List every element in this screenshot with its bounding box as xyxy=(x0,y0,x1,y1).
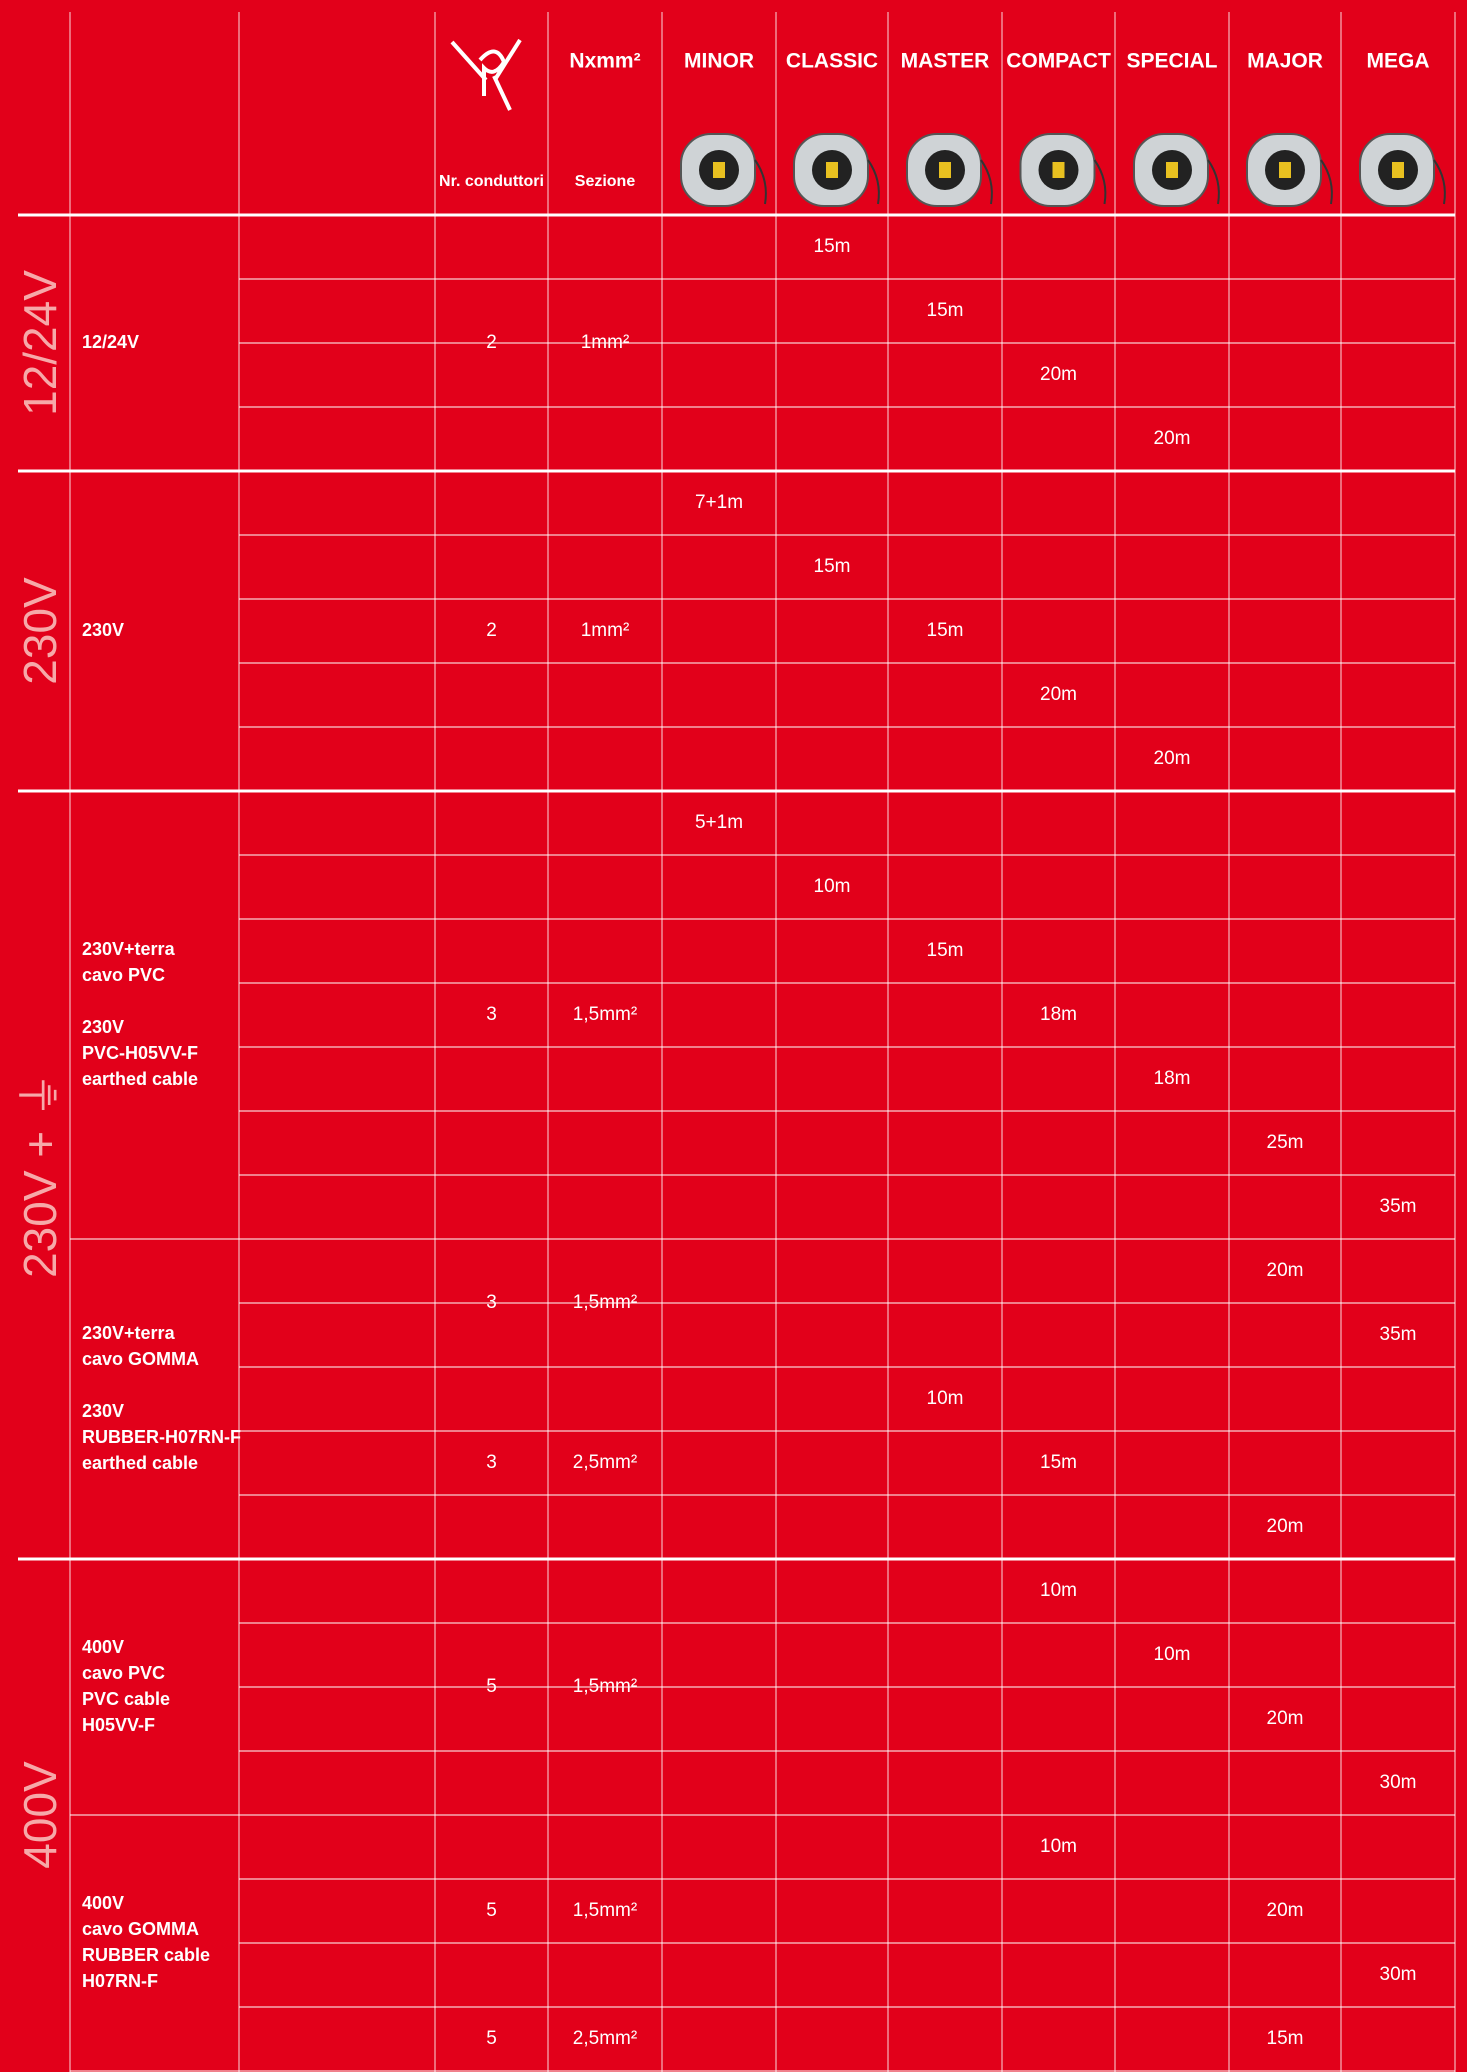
conductors-label: Nr. conduttori xyxy=(439,173,544,190)
reel-label xyxy=(826,162,838,178)
conductors-cell: 5 xyxy=(486,2028,497,2049)
voltage-label: 12/24V xyxy=(14,270,66,416)
description-line: 230V+terra xyxy=(82,1323,176,1343)
page: Nxmm² Nr. conduttori Sezione MINOR CLASSIC MA… xyxy=(0,0,1467,2072)
table: Nxmm² Nr. conduttori Sezione MINOR CLASSIC MA… xyxy=(0,0,1467,2072)
reel-label xyxy=(713,162,725,178)
length-cell: 20m xyxy=(1267,1516,1304,1537)
description-line: H07RN-F xyxy=(82,1971,158,1991)
description-line: 12/24V xyxy=(82,332,139,352)
model-name: MASTER xyxy=(901,50,990,73)
background xyxy=(0,0,1467,2072)
model-name: CLASSIC xyxy=(786,50,878,73)
length-cell: 10m xyxy=(1040,1580,1077,1601)
description-line: earthed cable xyxy=(82,1453,198,1473)
model-name: SPECIAL xyxy=(1126,50,1217,73)
length-cell: 10m xyxy=(1154,1644,1191,1665)
length-cell: 10m xyxy=(814,876,851,897)
length-cell: 20m xyxy=(1154,748,1191,769)
length-cell: 20m xyxy=(1267,1260,1304,1281)
conductors-cell: 2 xyxy=(486,332,497,353)
description-line: PVC cable xyxy=(82,1689,170,1709)
length-cell: 20m xyxy=(1040,364,1077,385)
length-cell: 15m xyxy=(1267,2028,1304,2049)
section-cell: 2,5mm² xyxy=(573,2028,637,2049)
reel-label xyxy=(1279,162,1291,178)
length-cell: 20m xyxy=(1267,1708,1304,1729)
conductors-cell: 5 xyxy=(486,1900,497,1921)
description-line: 400V xyxy=(82,1893,124,1913)
length-cell: 5+1m xyxy=(695,812,743,833)
length-cell: 15m xyxy=(1040,1452,1077,1473)
section-cell: 1mm² xyxy=(581,620,630,641)
length-cell: 30m xyxy=(1380,1772,1417,1793)
length-cell: 35m xyxy=(1380,1324,1417,1345)
description-line: cavo PVC xyxy=(82,965,165,985)
description-line: cavo PVC xyxy=(82,1663,165,1683)
section-cell: 1,5mm² xyxy=(573,1900,637,1921)
model-name: MINOR xyxy=(684,50,754,73)
model-name: MAJOR xyxy=(1247,50,1323,73)
length-cell: 10m xyxy=(1040,1836,1077,1857)
conductors-cell: 2 xyxy=(486,620,497,641)
length-cell: 15m xyxy=(927,940,964,961)
description-line: cavo GOMMA xyxy=(82,1919,199,1939)
length-cell: 35m xyxy=(1380,1196,1417,1217)
conductors-cell: 3 xyxy=(486,1292,497,1313)
section-label: Sezione xyxy=(575,173,636,190)
length-cell: 15m xyxy=(927,300,964,321)
description-line: RUBBER-H07RN-F xyxy=(82,1427,241,1447)
length-cell: 20m xyxy=(1040,684,1077,705)
length-cell: 15m xyxy=(927,620,964,641)
voltage-label: 230V xyxy=(14,577,66,685)
conductors-cell: 3 xyxy=(486,1004,497,1025)
description-line: 230V xyxy=(82,620,124,640)
section-cell: 1,5mm² xyxy=(573,1676,637,1697)
section-cell: 1mm² xyxy=(581,332,630,353)
reel-label xyxy=(1166,162,1178,178)
description-line: cavo GOMMA xyxy=(82,1349,199,1369)
reel-label xyxy=(939,162,951,178)
length-cell: 15m xyxy=(814,556,851,577)
description-line: earthed cable xyxy=(82,1069,198,1089)
description-line: PVC-H05VV-F xyxy=(82,1043,198,1063)
length-cell: 7+1m xyxy=(695,492,743,513)
description-line: H05VV-F xyxy=(82,1715,155,1735)
length-cell: 30m xyxy=(1380,1964,1417,1985)
model-name: MEGA xyxy=(1367,50,1430,73)
length-cell: 18m xyxy=(1040,1004,1077,1025)
length-cell: 20m xyxy=(1154,428,1191,449)
description-line: RUBBER cable xyxy=(82,1945,210,1965)
section-cell: 1,5mm² xyxy=(573,1004,637,1025)
model-name: COMPACT xyxy=(1006,50,1111,73)
reel-label xyxy=(1053,162,1065,178)
conductors-cell: 5 xyxy=(486,1676,497,1697)
description-line: 230V+terra xyxy=(82,939,176,959)
description-line: 230V xyxy=(82,1401,124,1421)
description-line: 400V xyxy=(82,1637,124,1657)
voltage-label: 230V + ⏚ xyxy=(14,1072,66,1278)
length-cell: 10m xyxy=(927,1388,964,1409)
length-cell: 18m xyxy=(1154,1068,1191,1089)
reel-label xyxy=(1392,162,1404,178)
length-cell: 20m xyxy=(1267,1900,1304,1921)
conductors-cell: 3 xyxy=(486,1452,497,1473)
section-cell: 2,5mm² xyxy=(573,1452,637,1473)
length-cell: 15m xyxy=(814,236,851,257)
section-cell: 1,5mm² xyxy=(573,1292,637,1313)
length-cell: 25m xyxy=(1267,1132,1304,1153)
symbol-label: Nxmm² xyxy=(569,50,640,73)
description-line: 230V xyxy=(82,1017,124,1037)
voltage-label: 400V xyxy=(14,1761,66,1869)
